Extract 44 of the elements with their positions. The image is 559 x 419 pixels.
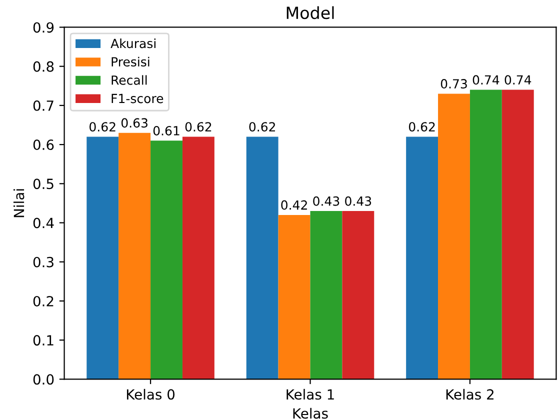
data-label: 0.74: [472, 75, 500, 85]
bar: [470, 90, 502, 380]
bar: [182, 136, 214, 380]
data-label: 0.61: [153, 126, 180, 136]
x-tick-label: Kelas 2: [446, 388, 494, 400]
legend-label: Akurasi: [110, 38, 156, 48]
y-axis-title: Nilai: [13, 189, 24, 218]
y-tick-label: 0.1: [33, 335, 54, 346]
y-tick-label: 0.6: [33, 140, 54, 150]
x-axis-title: Kelas: [293, 408, 328, 419]
bar: [246, 136, 278, 380]
bar: [118, 132, 151, 380]
bar: [310, 211, 342, 380]
data-label: 0.62: [408, 122, 435, 132]
bar: [86, 136, 119, 380]
data-label: 0.43: [345, 196, 372, 206]
legend-label: Recall: [112, 75, 147, 85]
data-label: 0.73: [440, 79, 467, 89]
y-tick-label: 0.2: [33, 296, 54, 306]
bar: [502, 90, 534, 380]
bar: [342, 211, 374, 380]
bar: [438, 94, 470, 380]
y-tick-label: 0.9: [33, 22, 54, 33]
y-tick-label: 0.0: [33, 374, 54, 385]
bar: [150, 140, 182, 380]
x-tick-label: Kelas 0: [126, 388, 175, 400]
data-label: 0.62: [185, 122, 212, 132]
data-label: 0.43: [313, 196, 340, 206]
legend-label: Presisi: [112, 56, 150, 67]
y-tick-label: 0.5: [33, 178, 54, 190]
data-label: 0.74: [504, 75, 532, 85]
legend-label: F1-score: [112, 94, 164, 104]
data-label: 0.62: [249, 122, 275, 132]
data-label: 0.42: [281, 200, 307, 210]
y-tick-label: 0.4: [33, 218, 54, 228]
bar: [278, 214, 310, 380]
bar: [406, 136, 438, 380]
y-tick-label: 0.7: [33, 100, 54, 111]
data-label: 0.63: [121, 118, 148, 128]
y-tick-label: 0.8: [33, 61, 54, 72]
chart-title: Model: [286, 6, 334, 20]
data-label: 0.62: [90, 122, 116, 132]
x-tick-label: Kelas 1: [286, 388, 334, 400]
y-tick-label: 0.3: [33, 256, 54, 268]
